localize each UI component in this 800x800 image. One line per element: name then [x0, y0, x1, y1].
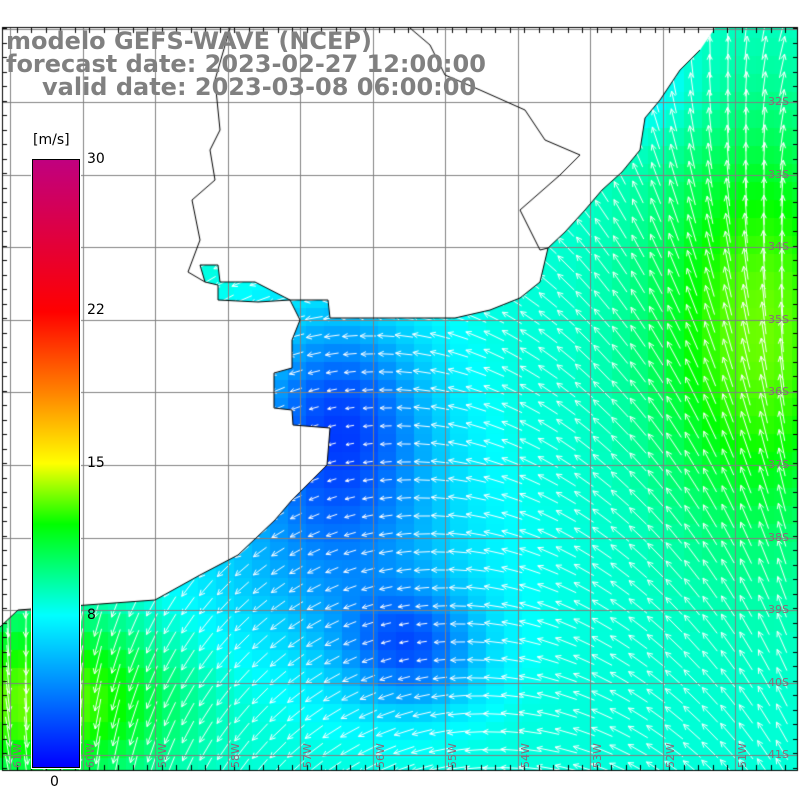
longitude-label: 53W: [591, 743, 604, 768]
legend-label: 30: [87, 151, 105, 167]
latitude-label: 40S: [768, 675, 789, 689]
model-title: modelo GEFS-WAVE (NCEP): [6, 27, 372, 55]
latitude-label: 41S: [768, 748, 789, 762]
legend-label: 15: [87, 455, 105, 471]
longitude-label: 56W: [373, 743, 387, 768]
latitude-label: 36S: [768, 385, 789, 399]
colorbar: [31, 158, 81, 769]
latitude-label: 32S: [768, 95, 789, 108]
legend-label: 8: [87, 607, 96, 623]
valid-date: valid date: 2023-03-08 06:00:00: [42, 73, 477, 101]
longitude-label: 57W: [301, 743, 314, 768]
longitude-label: 55W: [446, 743, 459, 768]
latitude-label: 35S: [768, 312, 789, 326]
longitude-label: 54W: [518, 743, 532, 768]
latitude-label: 37S: [768, 458, 789, 471]
legend-label: 0: [50, 774, 59, 790]
longitude-label: 59W: [156, 743, 169, 768]
longitude-label: 52W: [663, 743, 677, 768]
legend-unit: [m/s]: [33, 132, 70, 148]
latitude-label: 39S: [768, 603, 789, 617]
latitude-label: 38S: [768, 530, 789, 544]
forecast-date: forecast date: 2023-02-27 12:00:00: [6, 50, 486, 78]
longitude-label: 60W: [83, 743, 97, 768]
longitude-label: 51W: [736, 743, 749, 768]
latitude-label: 34S: [768, 240, 789, 254]
longitude-label: 58W: [228, 743, 242, 768]
latitude-label: 33S: [768, 167, 789, 181]
longitude-label: 61W: [11, 743, 24, 768]
legend-label: 22: [87, 302, 105, 318]
